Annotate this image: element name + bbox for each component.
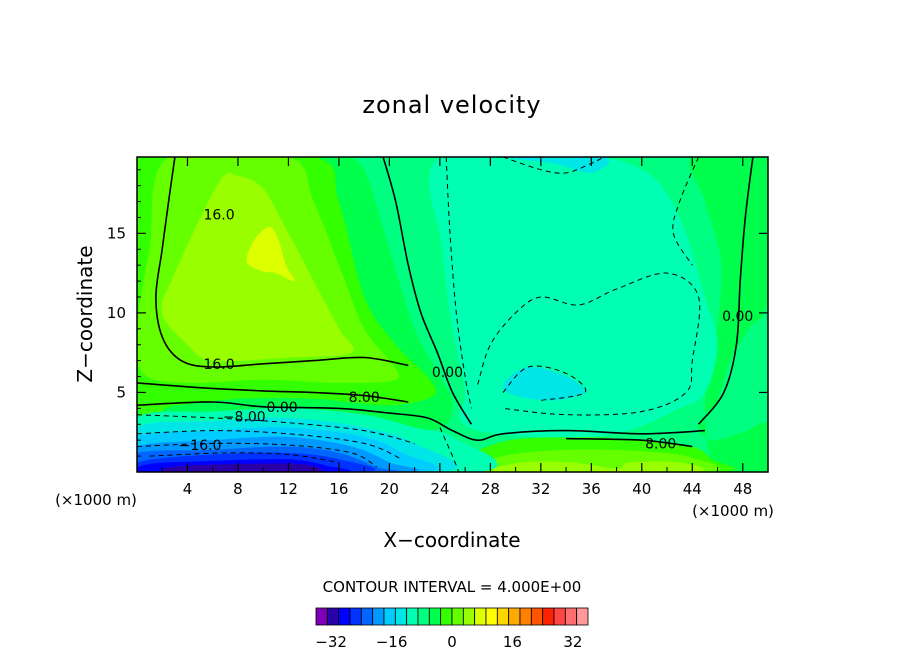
colorbar-swatch [315,607,328,626]
contour-lines [137,157,754,472]
x-tick-label: 44 [683,480,702,498]
field-surface-cold-30 [161,463,323,472]
colorbar-swatch [360,607,374,626]
y-tick-label: 15 [107,224,126,242]
field-jet-lower-right-max [492,461,705,472]
colorbar-swatch [496,607,510,626]
x-tick-label: 32 [531,480,550,498]
contour-label: 8.00 [645,436,676,452]
contour-line-solid-1 [137,382,409,403]
colorbar-swatch [372,607,385,626]
contour-label: 16.0 [203,357,234,373]
colorbar-swatch [485,607,498,626]
contour-line-solid-4 [697,157,754,425]
colorbar-swatch [530,607,544,626]
field-plume-core-lower [502,366,586,401]
x-tick-label: 4 [183,480,193,498]
x-tick-label: 16 [329,480,348,498]
y-axis-ticks: 5 10 15 [107,169,768,457]
contour-label: 8.00 [349,390,380,406]
contour-line-dashed-4 [502,365,587,401]
y-axis-label: Z−coordinate [73,245,97,382]
contour-line-dashed-0 [445,157,472,409]
field-band-right-top [689,157,768,472]
contour-line-dashed-3 [502,157,605,174]
colorbar-swatch [428,607,442,626]
x-axis-label: X−coordinate [383,528,520,552]
contour-line-dashed-6 [137,430,403,460]
x-unit-right: (×1000 m) [692,502,774,520]
colorbar-swatch [406,607,419,626]
x-axis-ticks: 4 8 12 16 20 24 28 32 36 40 44 48 [161,157,752,498]
contour-line-dashed-7 [137,442,378,468]
field-downdraft-plume [429,157,718,438]
colorbar-swatch [349,607,362,626]
chart-title: zonal velocity [362,91,541,119]
x-tick-label: 20 [380,480,399,498]
colorbar-swatch [508,607,521,626]
contour-line-dashed-2 [672,157,700,266]
colorbar-swatch [326,607,340,626]
colorbar-tick-label: 0 [447,633,457,651]
plot-frame [136,156,769,473]
y-tick-label: 10 [107,304,126,322]
colorbar-swatch [394,607,408,626]
field-jet-upper-left-22 [246,227,296,282]
colorbar-tick-label: 32 [563,633,582,651]
colorbar-swatch [383,607,396,626]
x-tick-label: 12 [279,480,298,498]
contour-labels: 16.016.08.000.00−8.00−16.00.000.008.00 [179,207,754,454]
contour-fills [137,157,768,472]
colorbar-swatch [519,607,532,626]
contour-label: −16.0 [179,438,222,454]
x-tick-label: 48 [733,480,752,498]
colorbar-swatch [542,607,555,626]
colorbar-tick-label: −32 [315,633,347,651]
contour-label: 16.0 [203,207,234,223]
contour-line-dashed-1 [477,272,701,416]
colorbar-tick-label: −16 [376,633,408,651]
contour-line-solid-5 [566,437,693,448]
contour-label: −8.00 [223,409,266,425]
colorbar-swatch [417,607,430,626]
x-tick-label: 36 [582,480,601,498]
field-plume-core [502,157,610,173]
x-tick-label: 28 [481,480,500,498]
colorbar-swatch [462,607,476,626]
colorbar-swatch [576,607,589,626]
contour-line-solid-0 [155,157,409,368]
contour-label: 0.00 [432,365,463,381]
x-unit-left: (×1000 m) [55,491,137,509]
contour-line-dashed-9 [439,427,460,472]
colorbar: −32 −16 0 16 32 [315,607,589,651]
colorbar-swatch [553,607,566,626]
contour-label: 0.00 [722,309,753,325]
x-tick-label: 24 [430,480,449,498]
x-tick-label: 40 [632,480,651,498]
contour-label: 0.00 [267,400,298,416]
contour-line-solid-3 [382,157,473,425]
contour-line-dashed-5 [137,414,415,444]
contour-line-dashed-8 [149,452,339,463]
contour-interval-text: CONTOUR INTERVAL = 4.000E+00 [323,578,582,596]
colorbar-swatch [474,607,487,626]
contour-line-solid-2 [137,401,705,442]
colorbar-swatch [338,607,351,626]
colorbar-swatch [451,607,464,626]
colorbar-swatch [564,607,578,626]
colorbar-swatch [440,607,453,626]
colorbar-tick-label: 16 [503,633,522,651]
x-tick-label: 8 [233,480,243,498]
y-tick-label: 5 [116,383,126,401]
